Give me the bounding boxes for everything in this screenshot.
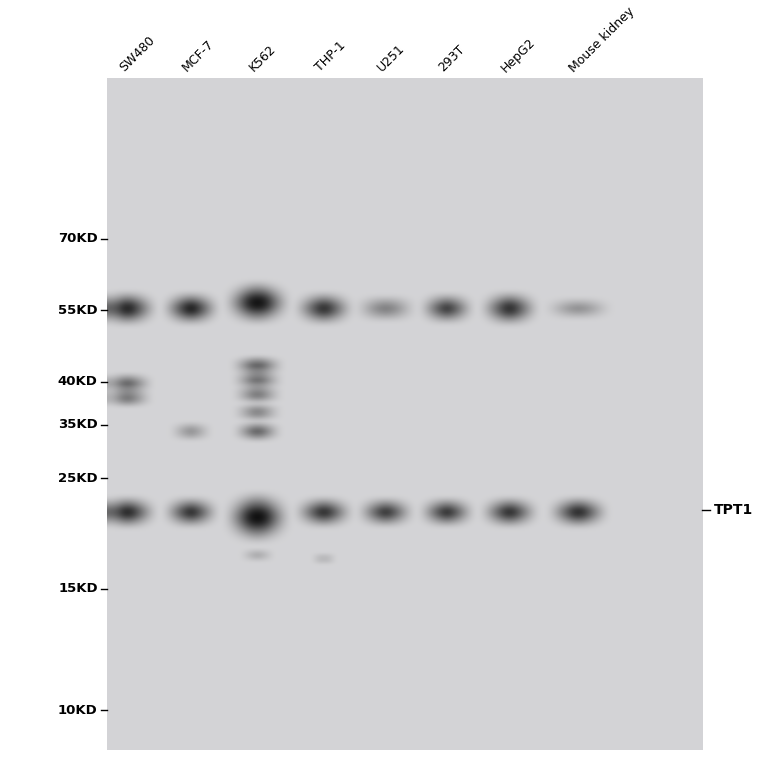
Text: 25KD: 25KD	[58, 471, 98, 484]
Text: THP-1: THP-1	[313, 40, 348, 75]
Text: K562: K562	[247, 43, 278, 75]
Text: HepG2: HepG2	[498, 35, 538, 75]
Text: 70KD: 70KD	[58, 232, 98, 245]
Text: 55KD: 55KD	[58, 304, 98, 317]
Text: U251: U251	[374, 42, 407, 75]
Text: 293T: 293T	[435, 44, 467, 75]
Text: SW480: SW480	[117, 34, 157, 75]
Text: TPT1: TPT1	[714, 503, 753, 517]
Text: 15KD: 15KD	[58, 582, 98, 595]
Text: 40KD: 40KD	[58, 375, 98, 388]
Text: 35KD: 35KD	[58, 418, 98, 431]
Text: 10KD: 10KD	[58, 704, 98, 717]
Text: Mouse kidney: Mouse kidney	[567, 5, 637, 75]
Text: MCF-7: MCF-7	[180, 37, 217, 75]
